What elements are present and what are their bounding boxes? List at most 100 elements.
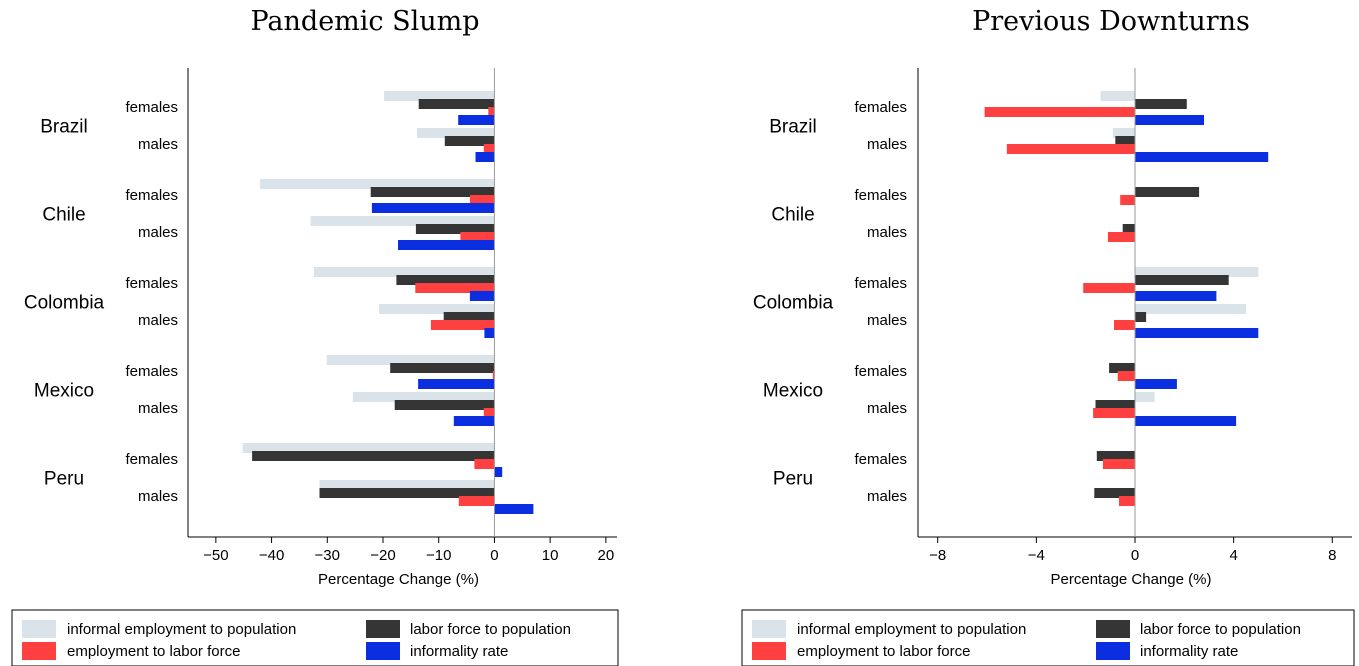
- x-tick-label: 0: [1131, 547, 1139, 564]
- bar-chile-females-s2: [1135, 187, 1200, 197]
- row-label-males: males: [138, 312, 178, 329]
- x-tick-label: −8: [929, 547, 946, 564]
- x-tick-label: 8: [1328, 547, 1336, 564]
- bar-brazil-females-s3: [488, 107, 495, 117]
- x-tick-label: 0: [490, 547, 498, 564]
- bar-brazil-males-s3: [1006, 144, 1135, 154]
- legend-swatch: [752, 642, 786, 660]
- bar-peru-females-s3: [474, 459, 495, 469]
- bar-peru-males-s1: [319, 480, 495, 490]
- bar-mexico-males-s1: [1135, 392, 1155, 402]
- bar-mexico-males-s3: [1093, 408, 1135, 418]
- legend-swatch: [366, 642, 400, 660]
- bar-mexico-females-s3: [492, 371, 495, 381]
- bar-mexico-females-s2: [390, 363, 495, 373]
- bar-mexico-females-s2: [1109, 363, 1135, 373]
- chart-panel-1: Pandemic Slump females males Brazil females m…: [11, 6, 619, 666]
- bar-mexico-females-s1: [326, 355, 495, 365]
- bar-colombia-females-s2: [396, 275, 495, 285]
- country-label-colombia: Colombia: [753, 293, 834, 314]
- bar-chile-females-s3: [1120, 195, 1135, 205]
- x-tick-label: −20: [370, 547, 395, 564]
- bar-colombia-females-s4: [469, 291, 495, 301]
- bar-chile-males-s2: [415, 224, 495, 234]
- bar-mexico-females-s4: [1135, 379, 1177, 389]
- row-label-females: females: [125, 187, 178, 204]
- bar-brazil-males-s4: [475, 152, 495, 162]
- legend-swatch: [1096, 620, 1130, 638]
- row-label-females: females: [854, 187, 907, 204]
- bar-chile-females-s2: [370, 187, 495, 197]
- legend-label: informality rate: [1140, 643, 1238, 660]
- row-label-males: males: [867, 488, 907, 505]
- row-label-females: females: [125, 451, 178, 468]
- bar-peru-males-s3: [458, 496, 495, 506]
- bar-mexico-males-s2: [394, 400, 495, 410]
- legend-label: labor force to population: [1140, 621, 1301, 638]
- country-label-chile: Chile: [771, 205, 814, 226]
- legend-box: [11, 609, 619, 666]
- row-label-males: males: [867, 224, 907, 241]
- row-label-males: males: [867, 312, 907, 329]
- bar-colombia-females-s3: [415, 283, 495, 293]
- legend-label: employment to labor force: [67, 643, 240, 660]
- bar-colombia-males-s4: [1135, 328, 1259, 338]
- x-axis-label: Percentage Change (%): [1051, 571, 1212, 588]
- bar-peru-males-s2: [319, 488, 495, 498]
- bar-chile-females-s1: [259, 179, 495, 189]
- legend-label: informal employment to population: [67, 621, 296, 638]
- bar-brazil-females-s4: [1135, 115, 1204, 125]
- row-label-females: females: [854, 451, 907, 468]
- bar-colombia-females-s1: [313, 267, 495, 277]
- bar-peru-males-s3: [1119, 496, 1135, 506]
- bar-brazil-females-s3: [984, 107, 1135, 117]
- bar-colombia-males-s2: [1135, 312, 1147, 322]
- bar-chile-females-s3: [469, 195, 495, 205]
- bar-chile-males-s2: [1122, 224, 1135, 234]
- row-label-males: males: [138, 488, 178, 505]
- row-label-males: males: [138, 224, 178, 241]
- row-label-females: females: [125, 99, 178, 116]
- chart-panel-2: Previous Downturns females males Brazil fema…: [741, 6, 1355, 666]
- bar-brazil-females-s2: [1135, 99, 1187, 109]
- x-tick-label: −4: [1028, 547, 1045, 564]
- bar-peru-females-s2: [252, 451, 495, 461]
- bar-mexico-males-s4: [1135, 416, 1237, 426]
- bar-mexico-males-s3: [483, 408, 495, 418]
- bar-peru-males-s4: [494, 504, 534, 514]
- bar-brazil-males-s3: [483, 144, 495, 154]
- legend-swatch: [22, 620, 56, 638]
- bar-colombia-females-s3: [1083, 283, 1135, 293]
- bar-colombia-females-s1: [1135, 267, 1259, 277]
- legend-label: labor force to population: [410, 621, 571, 638]
- row-label-females: females: [854, 99, 907, 116]
- bar-brazil-males-s1: [417, 128, 495, 138]
- bar-colombia-males-s3: [430, 320, 495, 330]
- bar-colombia-males-s2: [443, 312, 495, 322]
- bar-brazil-males-s2: [444, 136, 495, 146]
- bar-mexico-males-s4: [453, 416, 495, 426]
- x-tick-label: 20: [598, 547, 615, 564]
- legend-swatch: [366, 620, 400, 638]
- row-label-females: females: [125, 363, 178, 380]
- bar-peru-males-s2: [1094, 488, 1135, 498]
- legend-swatch: [1096, 642, 1130, 660]
- country-label-peru: Peru: [773, 469, 813, 490]
- bar-colombia-females-s4: [1135, 291, 1217, 301]
- country-label-brazil: Brazil: [769, 117, 817, 138]
- country-label-peru: Peru: [44, 469, 84, 490]
- chart-title: Previous Downturns: [972, 6, 1250, 37]
- bar-brazil-males-s2: [1115, 136, 1135, 146]
- bar-mexico-females-s3: [1117, 371, 1135, 381]
- country-label-colombia: Colombia: [24, 293, 105, 314]
- country-label-mexico: Mexico: [34, 381, 94, 402]
- bar-peru-females-s3: [1102, 459, 1135, 469]
- chart-title: Pandemic Slump: [250, 6, 479, 37]
- x-tick-label: 4: [1229, 547, 1237, 564]
- bar-colombia-males-s4: [484, 328, 495, 338]
- legend: informal employment to population labor f…: [741, 609, 1355, 666]
- x-axis-label: Percentage Change (%): [318, 571, 479, 588]
- bar-chile-females-s4: [371, 203, 495, 213]
- row-label-males: males: [867, 400, 907, 417]
- bar-peru-females-s2: [1096, 451, 1135, 461]
